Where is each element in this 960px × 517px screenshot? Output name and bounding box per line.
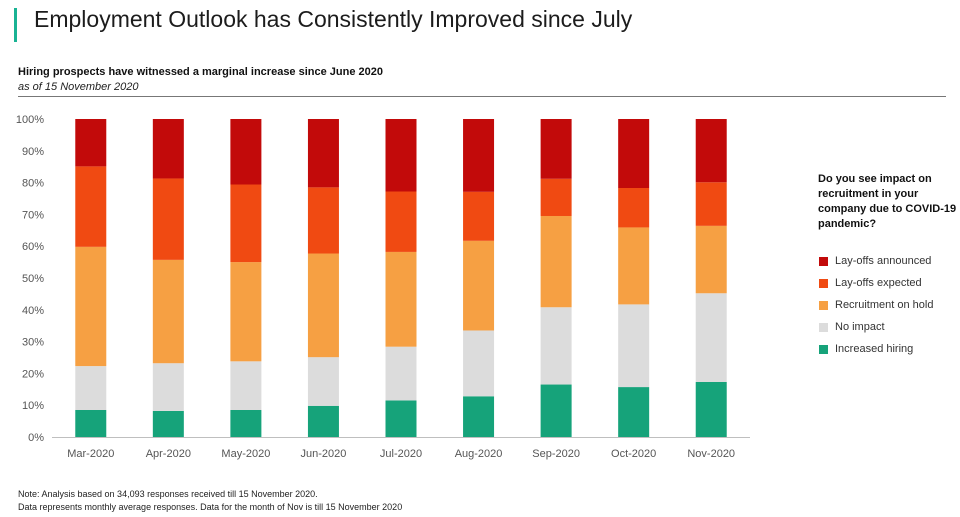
bar-segment-increased-hiring xyxy=(540,384,572,437)
chart-as-of-date: as of 15 November 2020 xyxy=(18,81,139,93)
bar-segment-increased-hiring xyxy=(152,410,184,437)
footnote-line-1: Note: Analysis based on 34,093 responses… xyxy=(18,489,318,499)
y-tick-label: 40% xyxy=(22,305,44,317)
bar-segment-lay-offs-expected xyxy=(695,182,727,226)
bar-segment-no-impact xyxy=(230,361,262,410)
footnote-line-2: Data represents monthly average response… xyxy=(18,502,403,512)
x-tick-label: Jun-2020 xyxy=(301,448,347,460)
legend-label: No impact xyxy=(835,321,885,333)
legend-title: Do you see impact on recruitment in your… xyxy=(818,173,957,230)
bar-segment-lay-offs-announced xyxy=(695,119,727,183)
y-tick-label: 90% xyxy=(22,146,44,158)
bar-segment-lay-offs-expected xyxy=(307,187,339,254)
legend-item: Lay-offs announced xyxy=(819,250,933,272)
y-tick-label: 20% xyxy=(22,368,44,380)
bar-segment-recruitment-on-hold xyxy=(230,262,262,362)
bar-segment-lay-offs-announced xyxy=(307,119,339,188)
bar-segment-recruitment-on-hold xyxy=(152,259,184,364)
y-tick-label: 60% xyxy=(22,241,44,253)
x-tick-label: Oct-2020 xyxy=(611,448,656,460)
bar-segment-lay-offs-announced xyxy=(75,119,107,167)
bar-segment-lay-offs-announced xyxy=(152,119,184,179)
legend-label: Lay-offs expected xyxy=(835,277,922,289)
bar-segment-recruitment-on-hold xyxy=(307,253,339,358)
bar-segment-lay-offs-expected xyxy=(540,178,572,216)
bar-segment-lay-offs-expected xyxy=(463,191,495,241)
bar-segment-recruitment-on-hold xyxy=(695,225,727,294)
bar-segment-no-impact xyxy=(152,363,184,411)
y-tick-label: 30% xyxy=(22,337,44,349)
bar-segment-no-impact xyxy=(540,307,572,385)
bar-segment-no-impact xyxy=(618,304,650,388)
y-tick-label: 70% xyxy=(22,209,44,221)
bar-segment-recruitment-on-hold xyxy=(463,240,495,331)
bar-segment-no-impact xyxy=(463,330,495,397)
legend-swatch xyxy=(819,256,828,266)
bar-segment-recruitment-on-hold xyxy=(385,251,417,347)
page-title: Employment Outlook has Consistently Impr… xyxy=(34,6,633,32)
bar-segment-lay-offs-expected xyxy=(618,188,650,228)
bar-segment-increased-hiring xyxy=(385,400,417,437)
legend-item: Increased hiring xyxy=(819,338,933,360)
bar-segment-lay-offs-expected xyxy=(230,184,262,263)
legend-swatch xyxy=(819,322,828,332)
legend-label: Increased hiring xyxy=(835,343,914,355)
x-tick-label: May-2020 xyxy=(221,448,270,460)
legend-swatch xyxy=(819,344,828,354)
bar-segment-recruitment-on-hold xyxy=(75,246,107,367)
bar-segment-lay-offs-expected xyxy=(385,191,417,252)
bar-segment-lay-offs-announced xyxy=(618,119,650,189)
bar-segment-increased-hiring xyxy=(230,409,262,437)
x-tick-label: Jul-2020 xyxy=(380,448,422,460)
bar-segment-increased-hiring xyxy=(618,387,650,437)
legend-item: Recruitment on hold xyxy=(819,294,933,316)
y-tick-label: 0% xyxy=(28,432,44,444)
bar-segment-lay-offs-expected xyxy=(75,166,107,247)
bar-segment-increased-hiring xyxy=(695,381,727,437)
x-tick-label: Mar-2020 xyxy=(67,448,114,460)
legend-item: Lay-offs expected xyxy=(819,272,933,294)
legend-label: Lay-offs announced xyxy=(835,255,932,267)
stacked-bar-chart: 0% 10% 20% 30% 40% 50% 60% 70% 80% 90% 100% Mar-202… xyxy=(16,114,750,460)
x-tick-label: Sep-2020 xyxy=(532,448,580,460)
bar-segment-recruitment-on-hold xyxy=(618,227,650,305)
legend-swatch xyxy=(819,278,828,288)
x-tick-label: Apr-2020 xyxy=(146,448,191,460)
chart-legend: Lay-offs announced Lay-offs expected Recru… xyxy=(819,250,933,360)
y-tick-label: 10% xyxy=(22,400,44,412)
title-accent-bar xyxy=(14,8,17,42)
x-tick-label: Nov-2020 xyxy=(687,448,735,460)
bar-segment-increased-hiring xyxy=(307,405,339,437)
bar-segment-no-impact xyxy=(695,293,727,382)
footnotes: Note: Analysis based on 34,093 responses… xyxy=(18,488,402,514)
bar-segment-increased-hiring xyxy=(75,409,107,437)
bar-segment-lay-offs-announced xyxy=(463,119,495,192)
bar-segment-lay-offs-announced xyxy=(385,119,417,192)
bar-segment-no-impact xyxy=(385,346,417,401)
bar-segment-no-impact xyxy=(75,366,107,410)
bar-segment-lay-offs-announced xyxy=(230,119,262,185)
chart-subtitle: Hiring prospects have witnessed a margin… xyxy=(18,66,383,78)
y-tick-label: 80% xyxy=(22,178,44,190)
y-tick-label: 50% xyxy=(22,273,44,285)
bar-segment-no-impact xyxy=(307,357,339,406)
bar-segment-recruitment-on-hold xyxy=(540,215,572,308)
legend-label: Recruitment on hold xyxy=(835,299,934,311)
x-tick-label: Aug-2020 xyxy=(455,448,503,460)
bar-segment-lay-offs-announced xyxy=(540,119,572,179)
bar-segment-increased-hiring xyxy=(463,396,495,437)
legend-swatch xyxy=(819,300,828,310)
legend-item: No impact xyxy=(819,316,933,338)
header-divider xyxy=(18,96,946,97)
bar-segment-lay-offs-expected xyxy=(152,178,184,260)
y-tick-label: 100% xyxy=(16,114,44,126)
